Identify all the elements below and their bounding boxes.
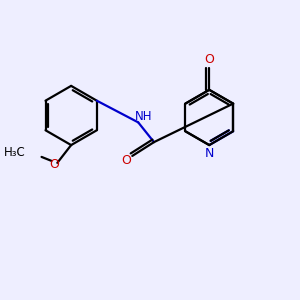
Text: O: O — [204, 53, 214, 66]
Text: H₃C: H₃C — [4, 146, 26, 160]
Text: NH: NH — [134, 110, 152, 123]
Text: O: O — [50, 158, 59, 171]
Text: N: N — [205, 147, 214, 161]
Text: O: O — [122, 154, 131, 167]
